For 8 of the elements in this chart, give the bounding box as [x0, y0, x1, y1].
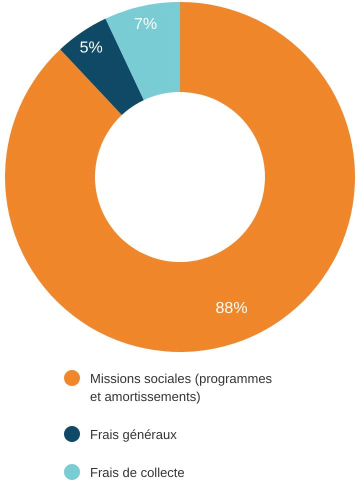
- legend-label: Missions sociales (programmes et amortissements): [90, 371, 273, 404]
- donut-slice: [5, 2, 355, 352]
- data-label: 88%: [216, 300, 248, 318]
- legend-label: Frais de collecte: [90, 465, 185, 480]
- donut-slice: [105, 2, 180, 100]
- data-label: 7%: [134, 16, 158, 33]
- legend-label: Frais généraux: [90, 427, 178, 442]
- data-label: 5%: [80, 39, 103, 56]
